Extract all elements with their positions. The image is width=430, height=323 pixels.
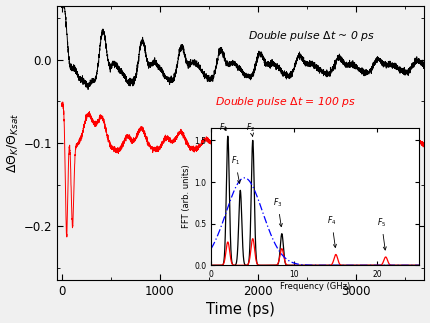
Text: Double pulse $\Delta t$ ~ 0 ps: Double pulse $\Delta t$ ~ 0 ps	[248, 28, 375, 43]
Text: Double pulse $\Delta t$ = 100 ps: Double pulse $\Delta t$ = 100 ps	[215, 95, 356, 109]
X-axis label: Time (ps): Time (ps)	[206, 302, 275, 318]
Y-axis label: $\Delta\Theta_K / \Theta_{Ksat}$: $\Delta\Theta_K / \Theta_{Ksat}$	[6, 113, 21, 173]
